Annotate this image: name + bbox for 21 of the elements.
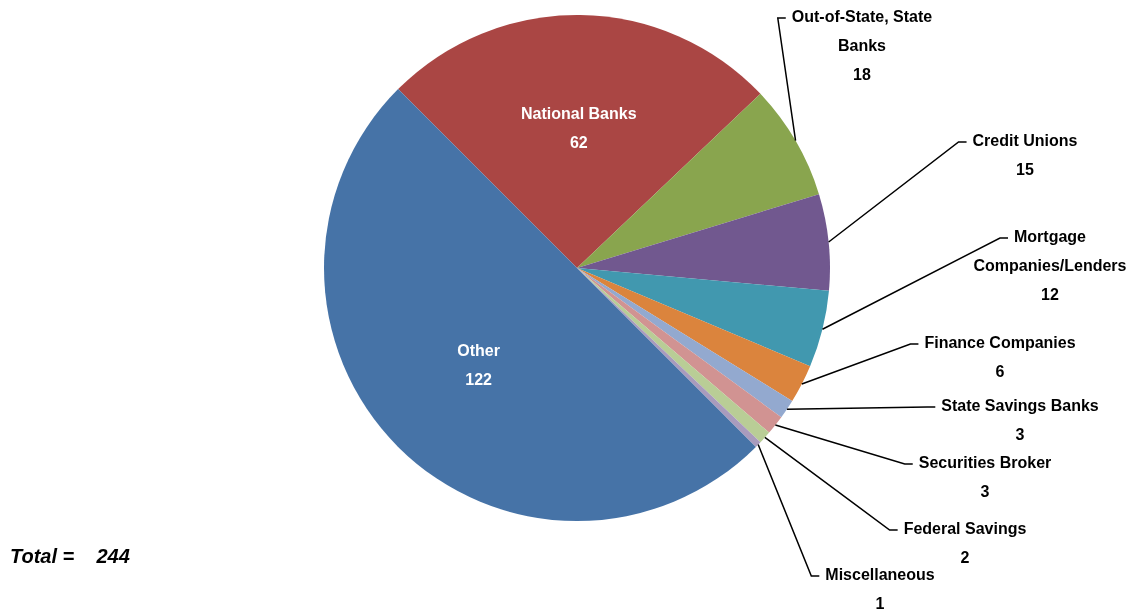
- slice-label: Credit Unions: [972, 132, 1078, 150]
- data-label: 2: [960, 549, 970, 567]
- data-label: 62: [569, 133, 588, 151]
- slice-label: Miscellaneous: [825, 566, 935, 584]
- data-label: 12: [1041, 286, 1059, 304]
- data-label: 6: [995, 363, 1005, 381]
- slice-label: Other: [457, 342, 500, 360]
- data-label: 15: [1016, 161, 1034, 179]
- data-label: 3: [980, 483, 990, 501]
- slice-label: Finance Companies: [924, 334, 1076, 352]
- slice-label: Out-of-State, State Banks: [791, 8, 933, 55]
- slice-label: Federal Savings: [903, 520, 1027, 538]
- slice-label: Mortgage Companies/Lenders: [973, 228, 1127, 275]
- text: Total = 244: [10, 545, 130, 568]
- data-label: 122: [465, 371, 493, 389]
- data-label: 18: [853, 66, 871, 84]
- slice-label: State Savings Banks: [941, 397, 1099, 415]
- data-label: 3: [1015, 426, 1025, 444]
- slice-label: Securities Broker: [918, 454, 1052, 472]
- data-label: 1: [875, 595, 885, 613]
- slice-label: National Banks: [520, 104, 637, 122]
